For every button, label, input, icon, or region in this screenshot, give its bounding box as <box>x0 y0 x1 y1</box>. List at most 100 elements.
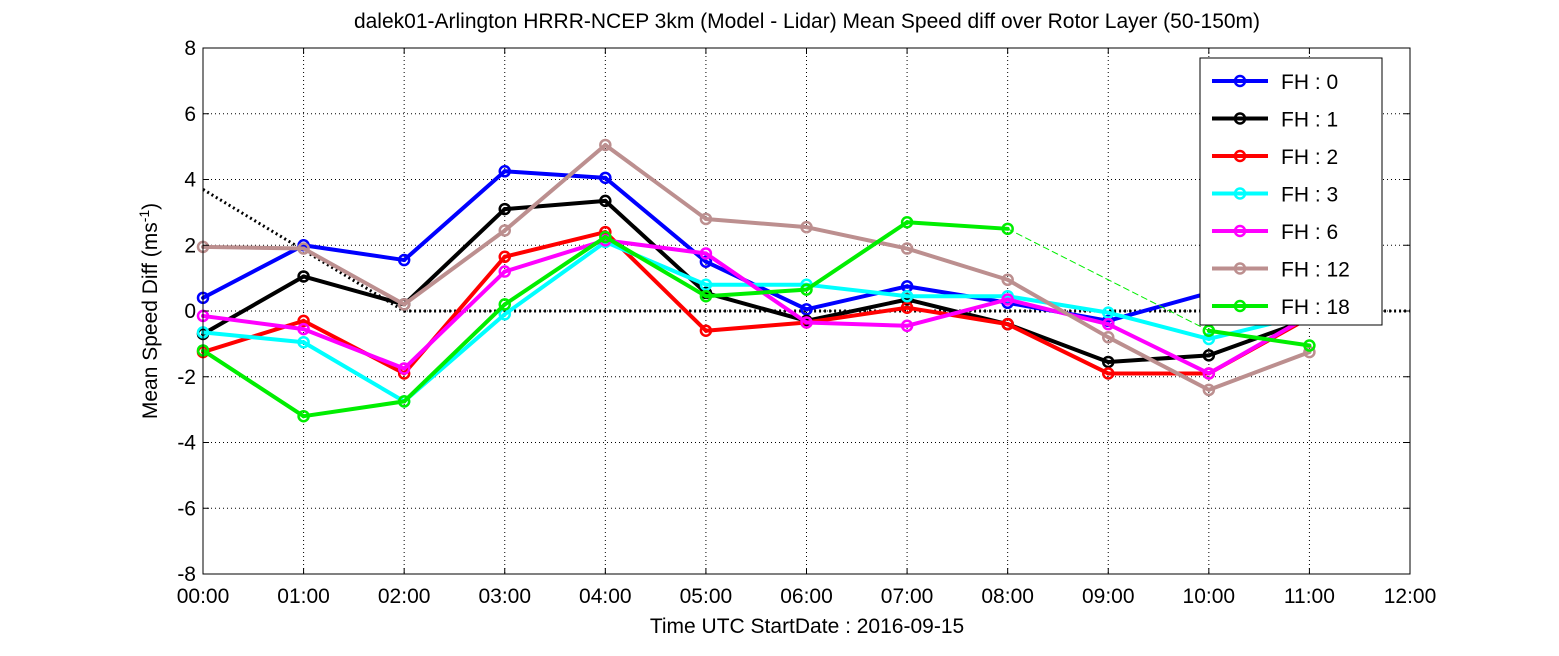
reference-line <box>202 188 1410 313</box>
series-segment <box>301 246 407 307</box>
y-tick-label: 2 <box>184 234 196 257</box>
legend-swatch-marker <box>1233 74 1247 88</box>
legend-label: FH : 0 <box>1281 71 1338 94</box>
series-segment <box>402 228 507 307</box>
series-segment <box>703 320 809 333</box>
data-point <box>800 316 813 329</box>
data-point <box>599 138 612 152</box>
series-segment <box>502 238 608 274</box>
series-segment <box>402 169 507 263</box>
legend-entry: FH : 0 <box>1212 71 1338 94</box>
data-point <box>1102 367 1115 380</box>
data-point <box>1303 339 1316 352</box>
y-axis-label-close: ) <box>139 203 162 210</box>
y-tick-label: 6 <box>184 103 196 126</box>
series-segment <box>603 142 708 221</box>
series-segment <box>201 330 306 345</box>
chart-title: dalek01-Arlington HRRR-NCEP 3km (Model -… <box>354 10 1260 33</box>
series-segment <box>402 302 507 404</box>
series-segment <box>703 287 809 299</box>
data-point <box>599 230 612 244</box>
data-point <box>498 165 511 178</box>
series-segment <box>502 142 608 233</box>
series-segment <box>703 290 809 323</box>
x-axis-label: Time UTC StartDate : 2016-09-15 <box>650 615 964 638</box>
series-segment <box>502 169 608 180</box>
y-tick-label: 8 <box>184 37 196 60</box>
y-axis-label-main: Mean Speed Diff (ms <box>139 222 162 419</box>
series-segment <box>804 297 910 323</box>
series-segment <box>905 305 1010 327</box>
data-point <box>699 255 713 268</box>
data-point <box>800 220 813 234</box>
series-segment <box>1005 322 1111 376</box>
series-segment <box>603 175 708 264</box>
data-point <box>1001 273 1014 287</box>
series-segment <box>804 220 910 292</box>
series-segment <box>502 198 608 212</box>
data-point <box>900 215 914 229</box>
series-segment <box>301 327 407 371</box>
data-point <box>498 202 511 216</box>
series-segment <box>502 230 608 259</box>
legend-swatch-marker <box>1233 112 1247 125</box>
series-segment <box>301 243 407 263</box>
series-segment <box>301 399 407 419</box>
y-tick-label: -4 <box>177 432 196 455</box>
series-segment <box>703 251 809 325</box>
data-point <box>1102 331 1115 344</box>
legend-label: FH : 18 <box>1281 296 1350 319</box>
series-segment <box>1106 322 1211 376</box>
data-point <box>900 319 914 333</box>
series-segment <box>804 225 910 251</box>
series-segment <box>502 239 608 317</box>
series-segment <box>1106 335 1211 392</box>
y-tick-label: -8 <box>177 563 196 586</box>
data-point <box>1202 332 1216 346</box>
series-segment <box>703 216 809 230</box>
series-fh-12 <box>196 138 1316 397</box>
x-tick-label: 06:00 <box>780 585 833 608</box>
legend-label: FH : 6 <box>1281 221 1338 244</box>
reference-lines <box>202 188 1410 313</box>
series-segment <box>201 348 306 419</box>
series-segment <box>201 274 306 337</box>
data-point <box>498 298 511 311</box>
axis-ticks <box>202 47 1411 575</box>
series-segment <box>804 305 910 325</box>
legend-swatch-marker <box>1233 299 1247 313</box>
legend-entries: FH : 0 FH : 1 FH : 2 FH : 3 FH : 6 FH : 12 FH … <box>1212 71 1350 319</box>
series-segment <box>1007 228 1210 332</box>
legend-entry: FH : 2 <box>1212 146 1338 169</box>
data-point <box>1102 306 1115 319</box>
series-segment <box>905 246 1010 282</box>
series-lines <box>196 138 1316 423</box>
legend-swatch-marker <box>1233 224 1247 238</box>
x-tick-label: 12:00 <box>1384 585 1437 608</box>
series-segment <box>201 244 306 251</box>
x-tick-label: 02:00 <box>378 585 431 608</box>
x-tick-labels: 00:00 01:00 02:00 03:00 04:00 05:00 06:00 07:00… <box>177 585 1437 608</box>
y-axis-label: Mean Speed Diff (ms-1) <box>136 203 162 419</box>
data-point <box>297 242 310 255</box>
legend-label: FH : 3 <box>1281 184 1338 207</box>
data-point <box>397 298 411 311</box>
data-point <box>297 270 310 283</box>
series-segment <box>201 313 306 332</box>
data-point <box>1202 349 1216 362</box>
series-segment <box>905 297 1010 328</box>
series-segment <box>402 207 507 307</box>
data-point <box>1102 355 1115 369</box>
data-point <box>1102 317 1115 331</box>
x-tick-label: 09:00 <box>1082 585 1135 608</box>
data-point <box>699 212 713 226</box>
data-point <box>900 289 914 303</box>
data-point <box>900 301 914 314</box>
series-segment <box>1106 310 1211 341</box>
data-point <box>397 362 411 375</box>
series-segment <box>502 235 608 307</box>
series-segment <box>301 340 407 404</box>
data-point <box>1202 367 1216 380</box>
data-point <box>1001 222 1014 236</box>
